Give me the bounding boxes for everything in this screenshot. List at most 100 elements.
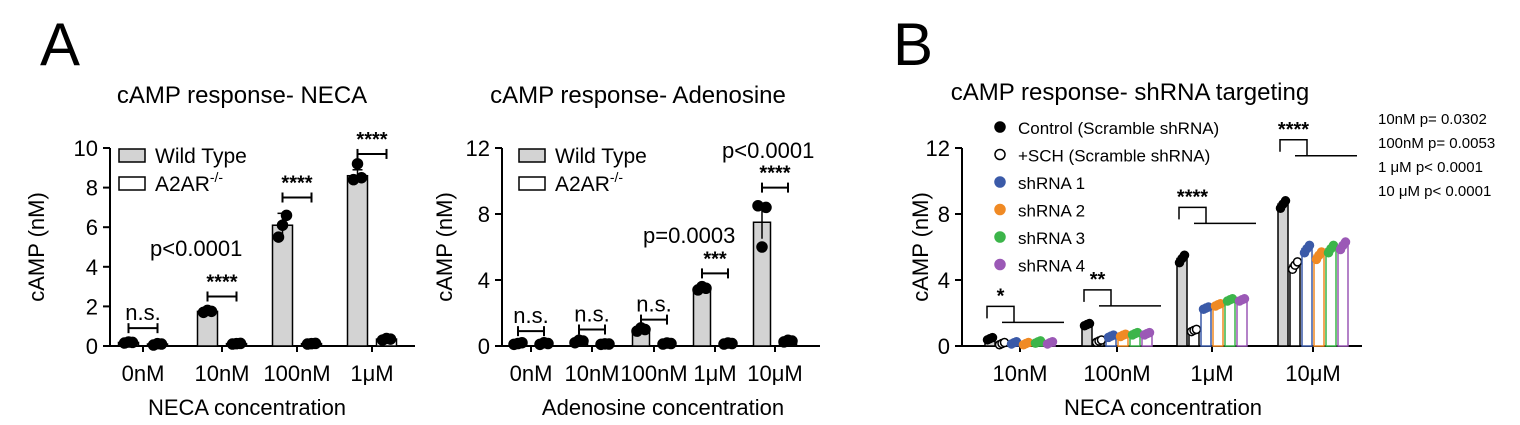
legend-label: shRNA 1 [1018,174,1085,193]
chart-neca: cAMP response- NECA NECA concentration c… [24,82,415,420]
y-tick-label: 8 [478,202,490,227]
p-value-note: 10nM p= 0.0302 [1378,111,1487,128]
significance-label: * [997,285,1005,307]
legend-label: A2AR-/- [155,169,223,196]
x-tick-label: 10nM [992,361,1047,386]
x-tick-label: 100nM [1083,361,1150,386]
p-value-note: 10 μM p< 0.0001 [1378,183,1491,200]
significance-label: n.s. [125,300,160,325]
data-point [994,148,1006,161]
data-point [987,332,998,343]
panel-letter-b: B [893,11,933,78]
significance-label: n.s. [513,303,548,328]
p-value-note: 1 μM p< 0.0001 [1378,159,1483,176]
x-axis-title: NECA concentration [1064,395,1262,420]
legend-swatch [518,176,546,191]
p-value-note: 100nM p= 0.0053 [1378,135,1495,152]
legend-label: +SCH (Scramble shRNA) [1018,147,1210,166]
significance-bracket [1178,206,1207,224]
significance-label: ** [1090,269,1106,291]
x-tick-label: 10μM [747,361,802,386]
data-point [155,338,168,350]
legend-swatch [518,148,546,163]
significance-label: *** [703,248,727,270]
y-tick-label: 4 [478,268,490,293]
y-tick-label: 4 [938,268,950,293]
y-tick-label: 10 [74,136,98,161]
significance-label: n.s. [636,292,671,317]
data-point [994,258,1006,271]
bar [1337,244,1349,347]
data-point [756,241,768,253]
data-point [280,209,293,222]
y-tick-label: 12 [466,136,490,161]
p-value-label-10um: p<0.0001 [722,138,814,163]
data-point [1179,250,1190,260]
data-point [1292,257,1303,267]
y-tick-label: 4 [86,255,98,280]
x-tick-label: 1μM [693,361,736,386]
bar [1301,247,1313,347]
y-axis-title: cAMP (nM) [24,192,49,302]
x-tick-label: 10μM [1285,361,1340,386]
bar [1176,257,1188,347]
data-point [234,337,247,350]
bar [1277,203,1289,347]
bar [1212,304,1224,347]
y-tick-label: 2 [86,294,98,319]
data-point [603,338,615,350]
x-tick-label: 10nM [194,361,249,386]
chart-title: cAMP response- Adenosine [490,82,786,109]
bar [692,287,712,347]
y-tick-label: 0 [938,334,950,359]
data-point [309,337,322,350]
x-tick-label: 0nM [122,361,165,386]
legend-swatch [118,176,146,191]
data-point [1191,324,1202,335]
data-point [665,337,677,350]
significance-label: n.s. [574,302,609,327]
data-point [1340,237,1351,247]
data-point [384,333,397,345]
bar [346,174,369,347]
data-point [1144,327,1155,338]
data-point [205,305,218,318]
legend-swatch [118,148,146,163]
significance-label: **** [759,163,790,185]
data-point [994,231,1006,243]
y-tick-label: 8 [86,176,98,201]
legend-label: Control (Scramble shRNA) [1018,119,1219,138]
chart-title: cAMP response- shRNA targeting [951,79,1309,106]
x-tick-label: 10nM [564,361,619,386]
data-point [994,121,1006,133]
bar [752,221,772,347]
x-tick-label: 1μM [350,361,393,386]
data-point [760,201,772,214]
bar [1289,264,1301,347]
y-tick-label: 0 [86,334,98,359]
y-axis-title: cAMP (nM) [432,192,457,302]
data-point [272,231,285,243]
x-tick-label: 1μM [1190,361,1233,386]
data-point [1280,196,1291,206]
significance-label: **** [1177,186,1208,208]
data-point [1239,294,1250,304]
bar [271,224,294,347]
y-tick-label: 8 [938,202,950,227]
legend-label: shRNA 2 [1018,202,1085,221]
chart-adenosine: cAMP response- Adenosine Adenosine conce… [432,82,820,420]
data-point [542,337,554,350]
data-point [726,337,738,350]
data-point [1304,240,1315,251]
data-point [276,219,289,231]
y-tick-label: 0 [478,334,490,359]
x-axis-title: NECA concentration [148,395,346,420]
significance-label: **** [206,272,237,294]
chart-title: cAMP response- NECA [117,82,367,109]
y-tick-label: 6 [86,215,98,240]
chart-shrna: cAMP response- shRNA targeting NECA conc… [908,79,1495,420]
y-tick-label: 12 [926,136,950,161]
bar [1224,299,1236,347]
data-point [577,335,589,347]
